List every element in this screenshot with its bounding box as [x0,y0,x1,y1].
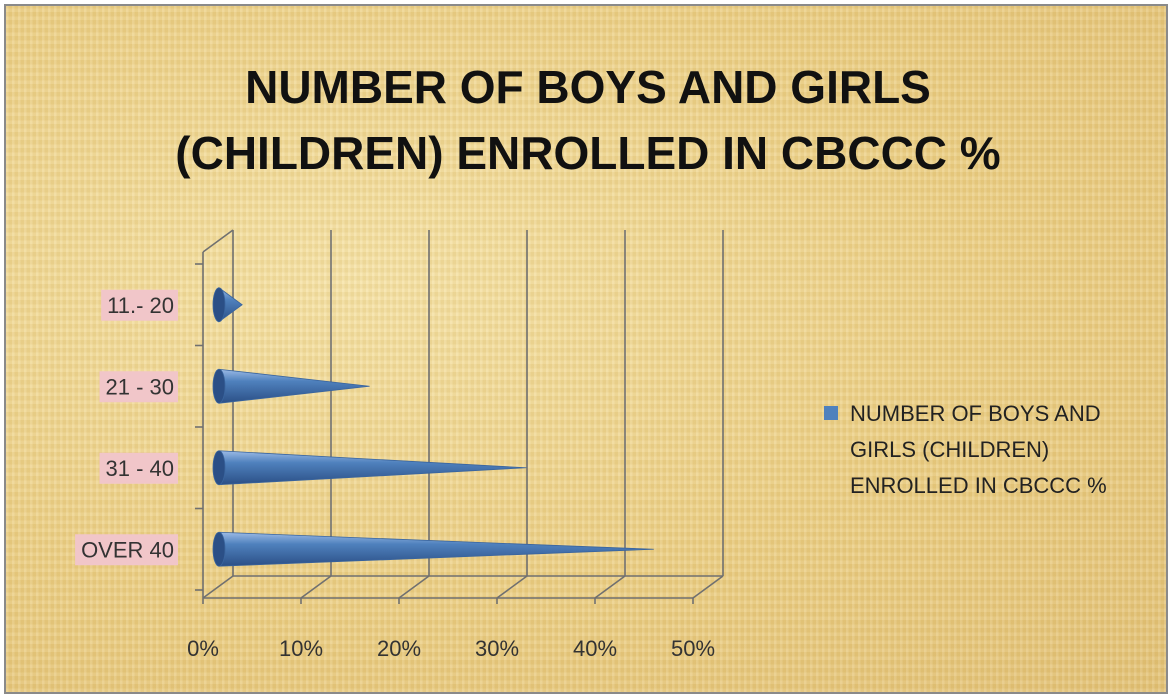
category-label: OVER 40 [81,537,174,562]
gridline-floor [398,575,430,599]
chart-title: NUMBER OF BOYS AND GIRLS (CHILDREN) ENRO… [6,54,1166,186]
legend-swatch [824,406,838,420]
x-tick-label: 20% [377,636,421,661]
gridline-floor [496,575,528,599]
legend-label-line-2: GIRLS (CHILDREN) [850,437,1050,462]
category-label-bg [75,534,178,566]
bar-cone [218,368,370,404]
legend-label-line-1: NUMBER OF BOYS AND [850,401,1101,426]
bar-cone-base [212,368,226,404]
x-tick-label: 30% [475,636,519,661]
x-tick-label: 0% [187,636,219,661]
x-tick-label: 10% [279,636,323,661]
chart-title-line-2: (CHILDREN) ENROLLED IN CBCCC % [175,127,1001,179]
gridline-floor [202,575,234,599]
bar-cone-base [212,450,226,486]
gridline-floor [594,575,626,599]
chart-legend: NUMBER OF BOYS AND GIRLS (CHILDREN) ENRO… [824,396,1164,504]
gridline-floor [300,575,332,599]
bar-cone-base [212,531,226,567]
gridline-floor [692,575,724,599]
category-label-bg [99,371,178,403]
category-label: 11.- 20 [107,293,174,318]
category-label-bg [99,452,178,484]
axis-left-wall-top [202,229,234,253]
bar-cone [218,531,654,567]
chart-plot: 0% 10% 20% 30% 40% 50% 11.- 20 21 - 30 31 - 40 OV… [75,229,724,661]
chart-title-line-1: NUMBER OF BOYS AND GIRLS [245,61,931,113]
chart-frame: NUMBER OF BOYS AND GIRLS (CHILDREN) ENRO… [4,4,1168,694]
category-label: 31 - 40 [106,456,175,481]
bar-cone [218,450,527,486]
legend-label-line-3: ENROLLED IN CBCCC % [850,473,1107,498]
x-tick-label: 50% [671,636,715,661]
category-label: 21 - 30 [106,374,175,399]
category-label-bg [101,289,178,321]
x-tick-label: 40% [573,636,617,661]
bar-cone-base [212,287,226,323]
